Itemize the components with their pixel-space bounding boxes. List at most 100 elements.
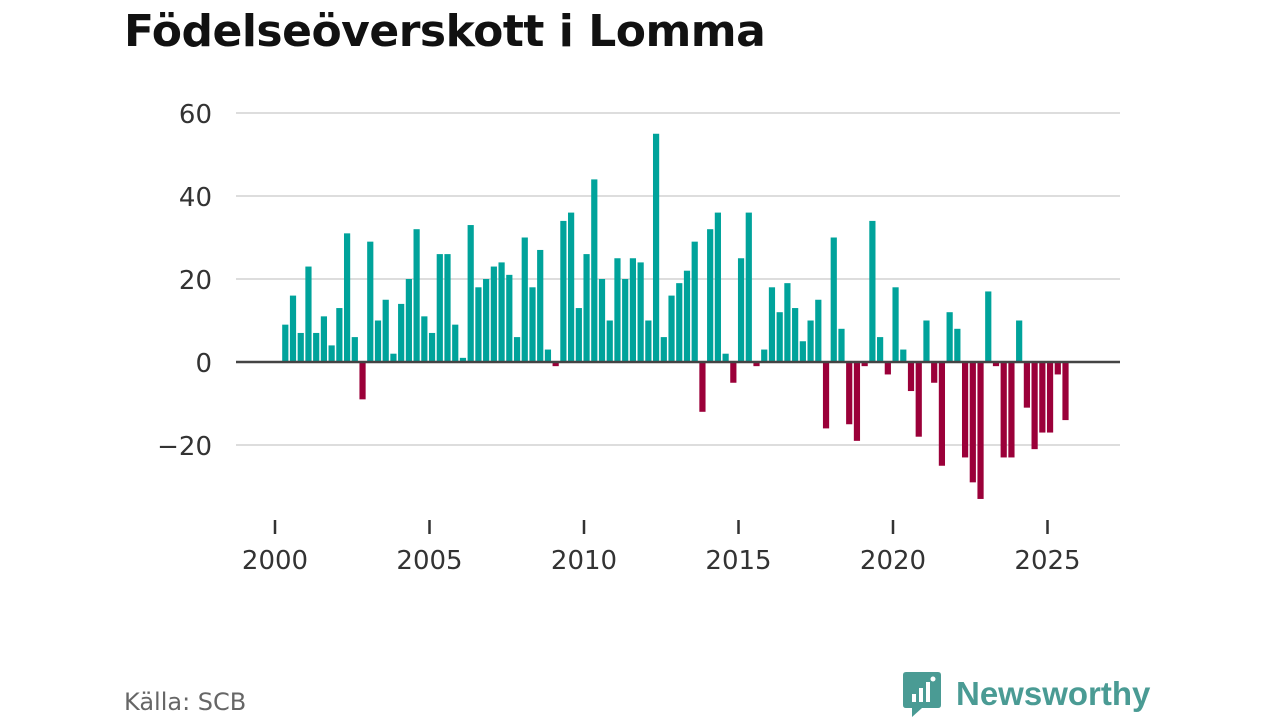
x-tick-label: 2015 xyxy=(705,546,771,576)
bar xyxy=(1000,362,1007,458)
bar xyxy=(591,179,598,362)
bar xyxy=(313,332,320,362)
bar xyxy=(622,279,629,362)
bar xyxy=(405,279,412,362)
bar xyxy=(1046,362,1054,433)
bars xyxy=(282,133,1069,499)
bar xyxy=(645,320,652,362)
brand-logo[interactable]: Newsworthy xyxy=(902,670,1150,718)
bar xyxy=(946,312,953,362)
bar xyxy=(490,266,497,362)
bar xyxy=(1054,362,1061,375)
x-tick-label: 2010 xyxy=(551,546,617,576)
bar xyxy=(722,353,729,362)
bar xyxy=(931,362,938,383)
bar xyxy=(390,353,397,362)
bar xyxy=(768,287,776,362)
bar xyxy=(382,299,389,362)
bar xyxy=(838,328,845,362)
bar xyxy=(985,291,992,362)
bar xyxy=(498,262,505,362)
bar xyxy=(529,287,536,362)
bar xyxy=(707,229,714,362)
bar xyxy=(1016,320,1023,362)
bar xyxy=(513,337,521,362)
bar xyxy=(506,274,513,362)
bar xyxy=(954,328,961,362)
bar xyxy=(915,362,922,437)
x-axis: 2000 2005 2010 2015 2020 2025 xyxy=(242,520,1081,576)
bar xyxy=(822,362,830,429)
bar xyxy=(907,362,915,392)
y-tick-label: 0 xyxy=(195,349,212,379)
y-tick-label: 20 xyxy=(179,266,212,296)
bar xyxy=(699,362,706,412)
bar xyxy=(830,237,837,362)
bar xyxy=(568,212,575,362)
grid-lines xyxy=(236,112,1120,446)
bar xyxy=(969,362,976,483)
bar xyxy=(846,362,853,425)
bar xyxy=(1031,362,1038,450)
bar xyxy=(784,283,791,362)
bar xyxy=(792,308,799,362)
bar xyxy=(900,349,907,362)
bar xyxy=(544,349,552,362)
bar xyxy=(614,258,621,362)
bar xyxy=(668,295,675,362)
bar xyxy=(297,332,304,362)
newsworthy-logo-icon xyxy=(903,672,941,717)
bar xyxy=(452,324,459,362)
bar xyxy=(475,287,482,362)
bar xyxy=(877,337,884,362)
x-tick-label: 2005 xyxy=(396,546,462,576)
bar xyxy=(923,320,930,362)
brand-name: Newsworthy xyxy=(956,675,1151,712)
bar xyxy=(359,362,366,400)
bar xyxy=(320,316,328,362)
bar xyxy=(606,320,613,362)
bar xyxy=(367,241,374,362)
bar xyxy=(336,308,343,362)
bar xyxy=(521,237,528,362)
bar xyxy=(552,362,559,367)
bar xyxy=(807,320,814,362)
bar xyxy=(343,233,351,362)
bar xyxy=(459,357,467,362)
bar xyxy=(683,270,691,362)
bar xyxy=(776,312,783,362)
bar xyxy=(977,362,984,499)
bar xyxy=(961,362,969,458)
bar xyxy=(413,229,420,362)
bar xyxy=(421,316,428,362)
bar xyxy=(436,254,443,362)
bar xyxy=(815,299,822,362)
bar xyxy=(853,362,861,441)
x-tick-label: 2025 xyxy=(1014,546,1080,576)
bar xyxy=(305,266,312,362)
bar xyxy=(467,225,474,362)
x-tick-label: 2020 xyxy=(860,546,926,576)
bar xyxy=(1008,362,1015,458)
bar xyxy=(730,362,737,383)
bar xyxy=(583,254,590,362)
y-tick-label: 60 xyxy=(179,100,212,130)
bar xyxy=(598,279,606,362)
bar xyxy=(1039,362,1046,433)
bar xyxy=(374,320,382,362)
bar xyxy=(869,220,876,362)
bar xyxy=(289,295,297,362)
bar xyxy=(691,241,698,362)
bar xyxy=(676,283,683,362)
bar xyxy=(745,212,752,362)
y-axis-labels: 60 40 20 0 −20 xyxy=(157,100,212,462)
bar xyxy=(938,362,946,466)
bar xyxy=(714,212,721,362)
bar xyxy=(652,133,660,362)
bar xyxy=(444,254,451,362)
bar xyxy=(560,220,567,362)
bar xyxy=(660,337,667,362)
bar xyxy=(637,262,644,362)
bar xyxy=(483,279,490,362)
bar xyxy=(799,341,806,362)
